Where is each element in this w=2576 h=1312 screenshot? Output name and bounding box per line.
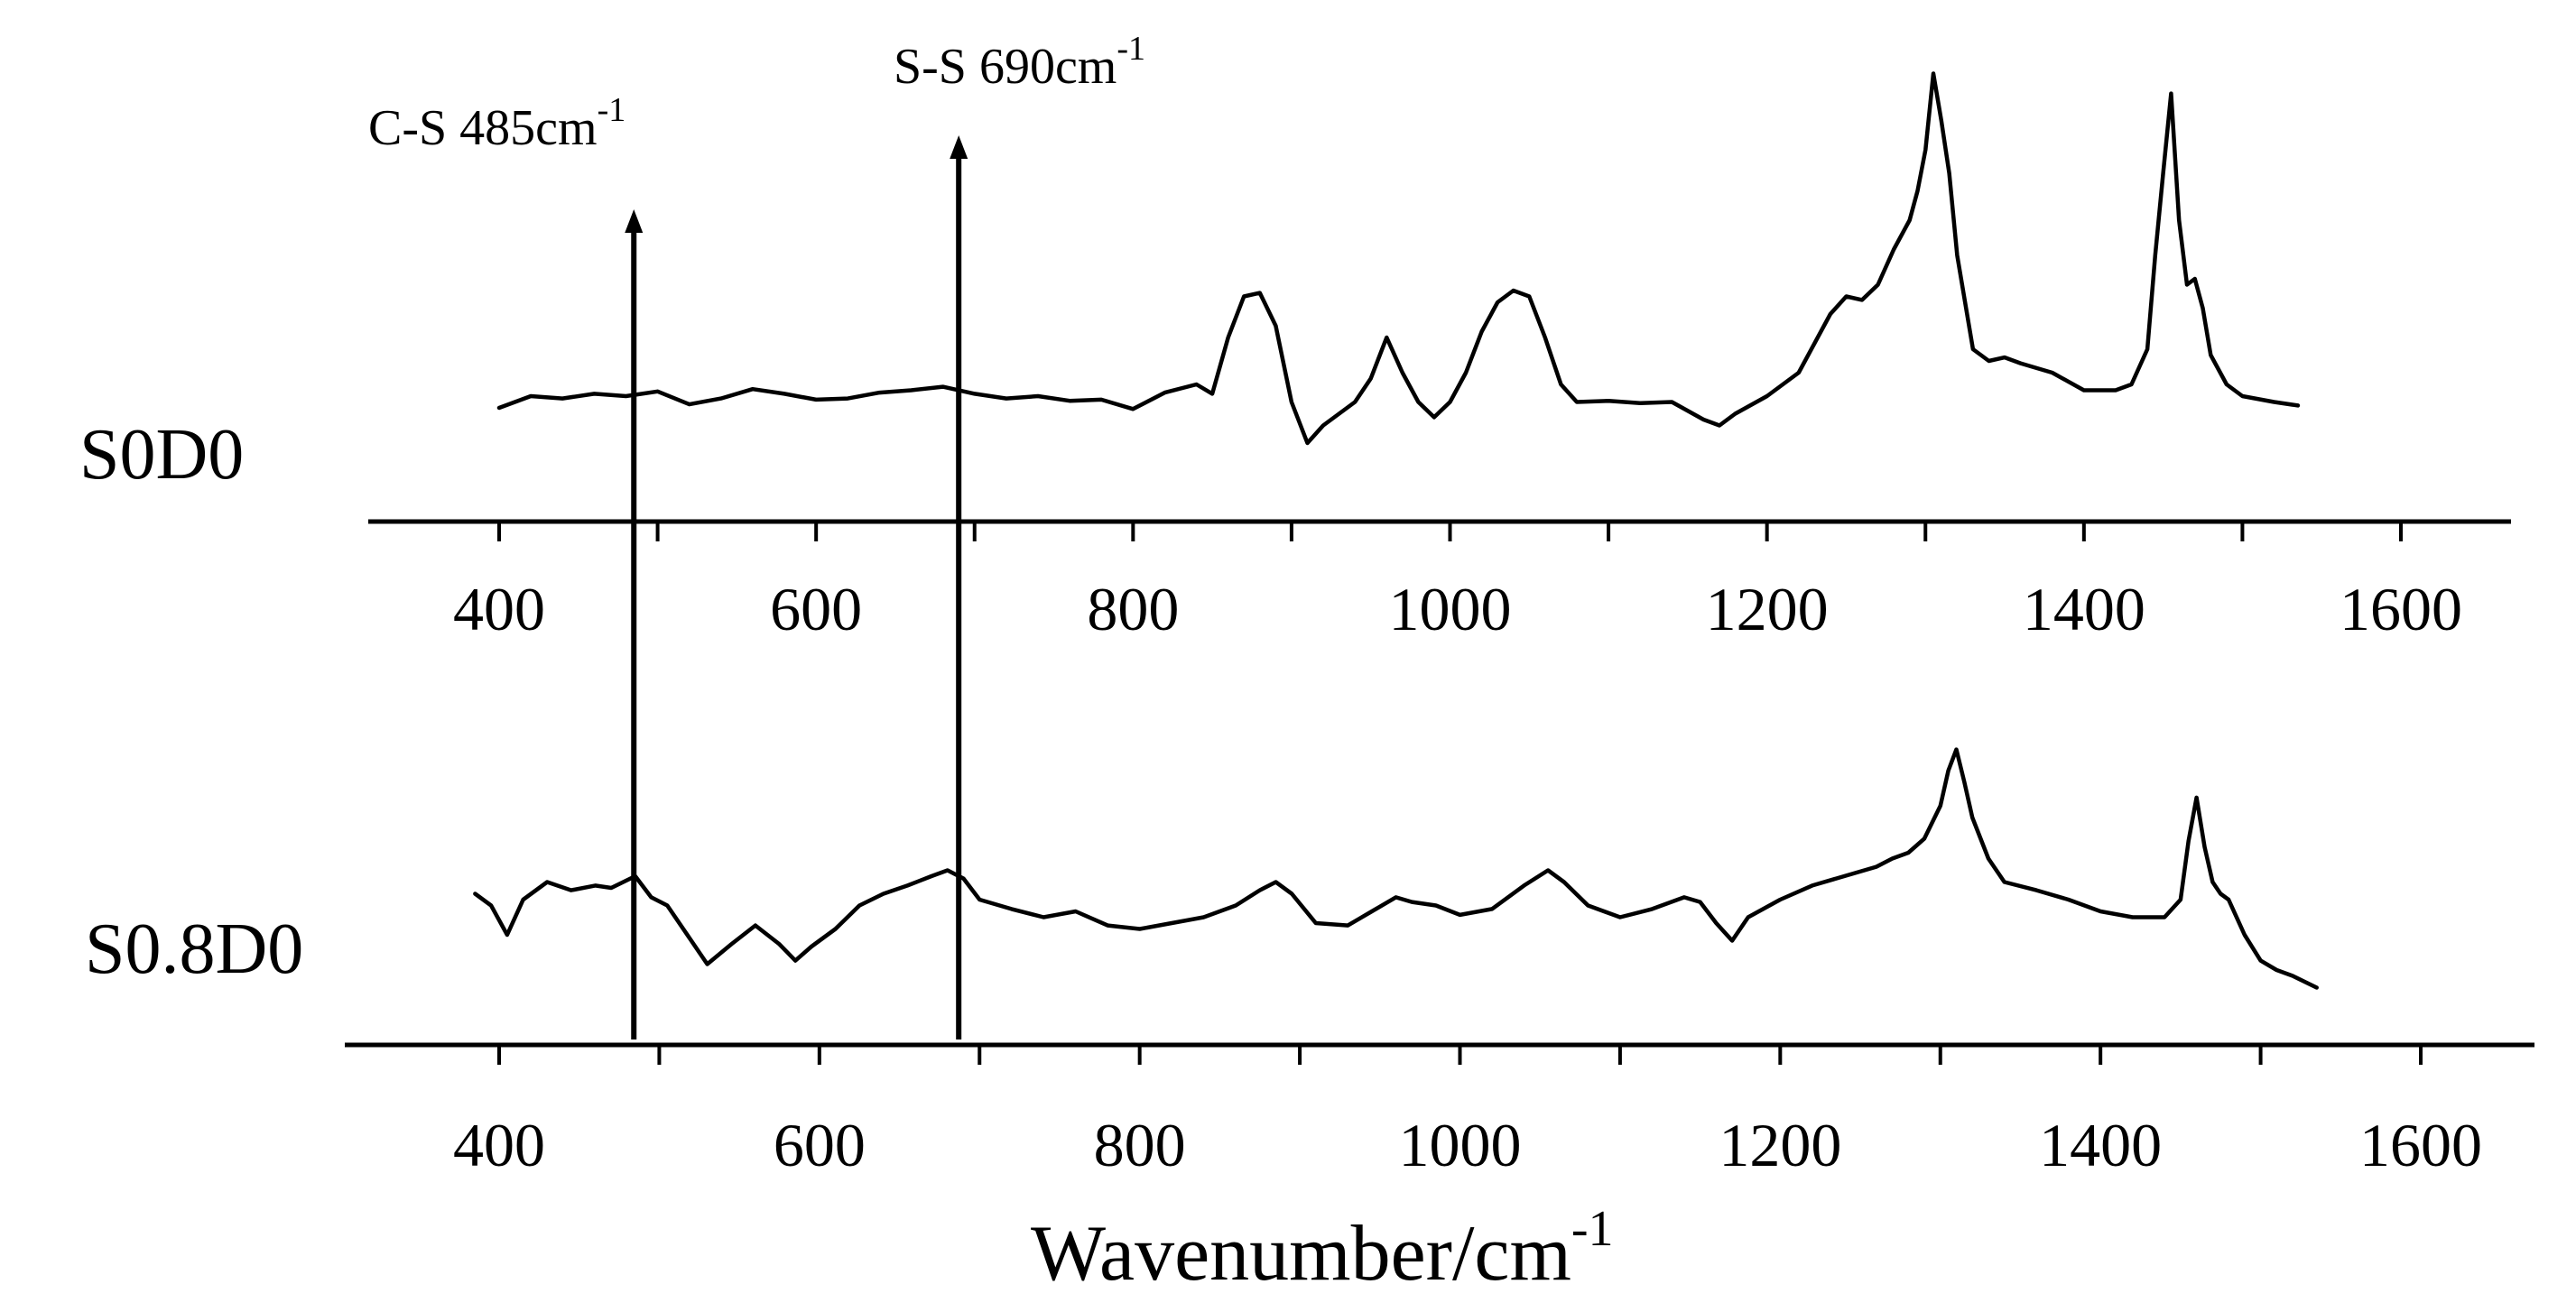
series-label-s0d0: S0D0 bbox=[79, 415, 244, 494]
annotation-arrowhead bbox=[950, 135, 968, 159]
tick-label: 800 bbox=[1094, 1111, 1186, 1179]
panel-s0d0: S0D0 400 600 800 1000 1200 1400 1600 bbox=[79, 71, 2511, 643]
tick-label: 1600 bbox=[2340, 575, 2462, 643]
tick-label: 1200 bbox=[1706, 575, 1829, 643]
x-axis-title: Wavenumber/cm-1 bbox=[1031, 1201, 1614, 1298]
tick-label: 1000 bbox=[1389, 575, 1512, 643]
x-ticks-bottom: 400 600 800 1000 1200 1400 1600 bbox=[453, 1045, 2482, 1179]
tick-label: 800 bbox=[1087, 575, 1179, 643]
annotation-label: S-S 690cm-1 bbox=[894, 30, 1145, 95]
tick-label: 400 bbox=[453, 1111, 545, 1179]
tick-label: 400 bbox=[453, 575, 545, 643]
tick-label: 600 bbox=[770, 575, 862, 643]
tick-label: 1600 bbox=[2359, 1111, 2482, 1179]
tick-label: 1400 bbox=[2023, 575, 2145, 643]
spectrum-line-s08d0 bbox=[473, 747, 2319, 990]
series-label-s08d0: S0.8D0 bbox=[85, 910, 303, 989]
spectrum-line-s0d0 bbox=[496, 71, 2301, 446]
panel-s08d0: S0.8D0 400 600 800 1000 1200 1400 1600 bbox=[85, 747, 2534, 1179]
peak-annotations: C-S 485cm-1 S-S 690cm-1 bbox=[368, 30, 1145, 1039]
x-ticks-top: 400 600 800 1000 1200 1400 1600 bbox=[453, 522, 2462, 643]
tick-label: 1400 bbox=[2039, 1111, 2162, 1179]
annotation-arrowhead bbox=[625, 209, 644, 233]
tick-label: 1000 bbox=[1399, 1111, 1522, 1179]
tick-label: 600 bbox=[774, 1111, 866, 1179]
annotation-label: C-S 485cm-1 bbox=[368, 91, 625, 156]
tick-label: 1200 bbox=[1719, 1111, 1841, 1179]
